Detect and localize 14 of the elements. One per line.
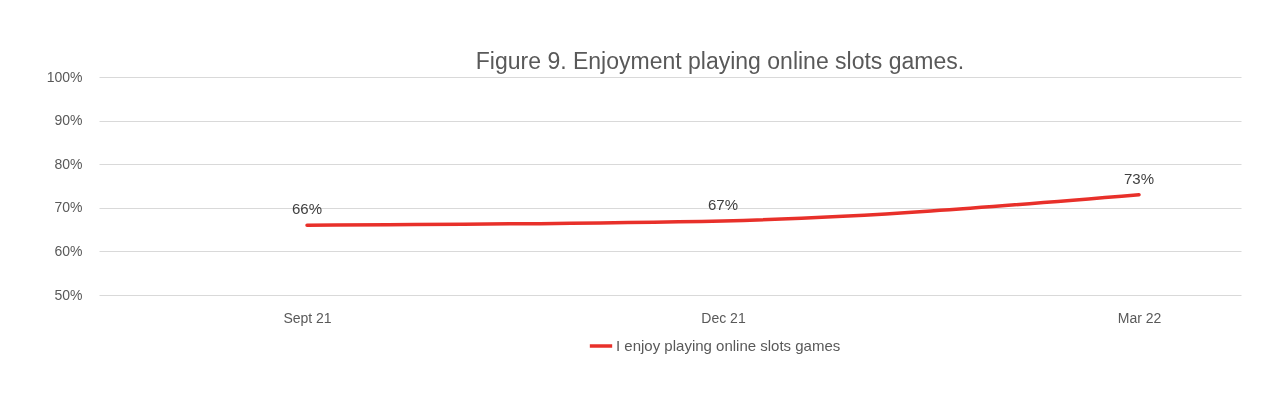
y-tick-label: 90% (54, 112, 83, 129)
y-tick-label: 100% (46, 68, 83, 85)
data-label: 66% (292, 200, 323, 218)
y-tick-label: 70% (54, 199, 83, 216)
data-label: 67% (707, 195, 739, 213)
x-tick-label: Dec 21 (701, 309, 746, 326)
y-tick-label: 80% (54, 155, 83, 172)
x-tick-label: Mar 22 (1117, 309, 1162, 326)
data-label: 73% (1123, 169, 1155, 187)
y-tick-label: 60% (54, 242, 83, 259)
legend-label: I enjoy playing online slots games (616, 337, 841, 354)
x-tick-label: Sept 21 (283, 309, 332, 326)
chart-title: Figure 9. Enjoyment playing online slots games. (475, 48, 965, 74)
y-tick-label: 50% (54, 286, 83, 303)
